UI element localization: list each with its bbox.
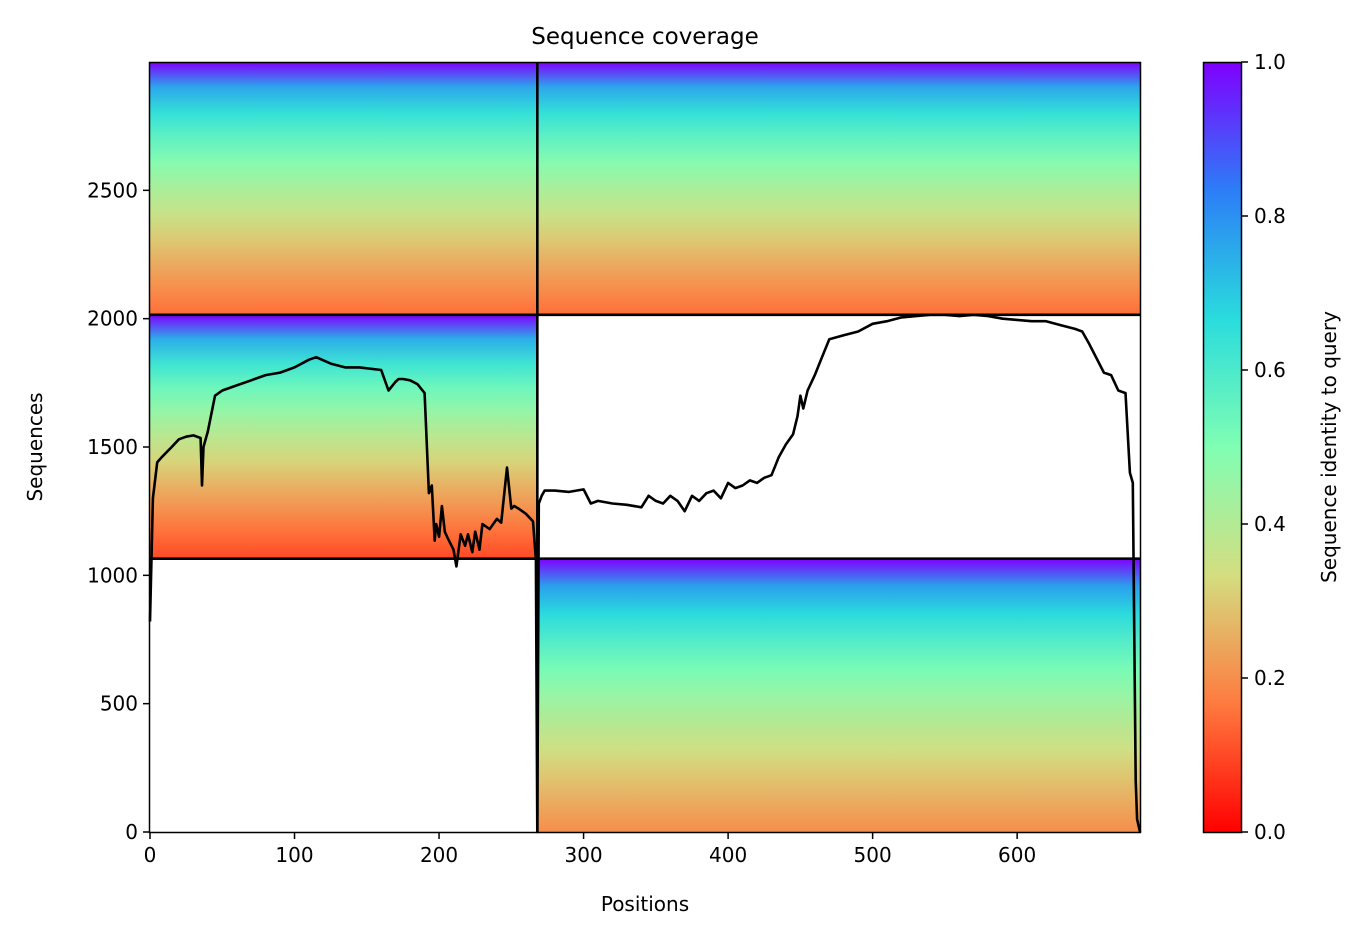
y-tick-label: 2500	[87, 178, 138, 202]
y-axis: 0 500 1000 1500 2000 2500	[87, 178, 150, 844]
y-tick-label: 1500	[87, 435, 138, 459]
plot-area	[148, 61, 1142, 834]
x-tick-label: 600	[998, 843, 1036, 867]
colorbar-tick-label: 0.6	[1254, 358, 1286, 382]
colorbar-tick-label: 0.8	[1254, 204, 1286, 228]
x-tick-label: 100	[275, 843, 313, 867]
y-tick-label: 2000	[87, 307, 138, 331]
colorbar-ticks: 0.0 0.2 0.4 0.6 0.8 1.0	[1241, 50, 1286, 844]
x-tick-label: 400	[709, 843, 747, 867]
colorbar-tick-label: 0.2	[1254, 666, 1286, 690]
x-axis-label: Positions	[601, 892, 689, 916]
colorbar-tick-label: 0.4	[1254, 512, 1286, 536]
colorbar-label: Sequence identity to query	[1317, 311, 1341, 583]
y-tick-label: 500	[100, 692, 138, 716]
x-axis: 0 100 200 300 400 500 600	[144, 832, 1036, 867]
x-tick-label: 300	[564, 843, 602, 867]
coverage-blocks	[150, 62, 1140, 832]
x-tick-label: 200	[420, 843, 458, 867]
colorbar-bar	[1202, 61, 1243, 834]
colorbar-tick-label: 0.0	[1254, 820, 1286, 844]
x-tick-label: 0	[144, 843, 157, 867]
coverage-line	[148, 313, 1142, 834]
y-axis-label: Sequences	[23, 392, 47, 501]
y-tick-label: 1000	[87, 563, 138, 587]
x-tick-label: 500	[854, 843, 892, 867]
colorbar: 0.0 0.2 0.4 0.6 0.8 1.0 Sequence identity to …	[1202, 50, 1341, 844]
colorbar-tick-label: 1.0	[1254, 50, 1286, 74]
y-tick-label: 0	[125, 820, 138, 844]
paired-block	[150, 62, 1140, 315]
chart-title: Sequence coverage	[531, 24, 759, 50]
chain-B-only-block	[537, 558, 1140, 832]
chain-A-only-block	[150, 314, 538, 559]
